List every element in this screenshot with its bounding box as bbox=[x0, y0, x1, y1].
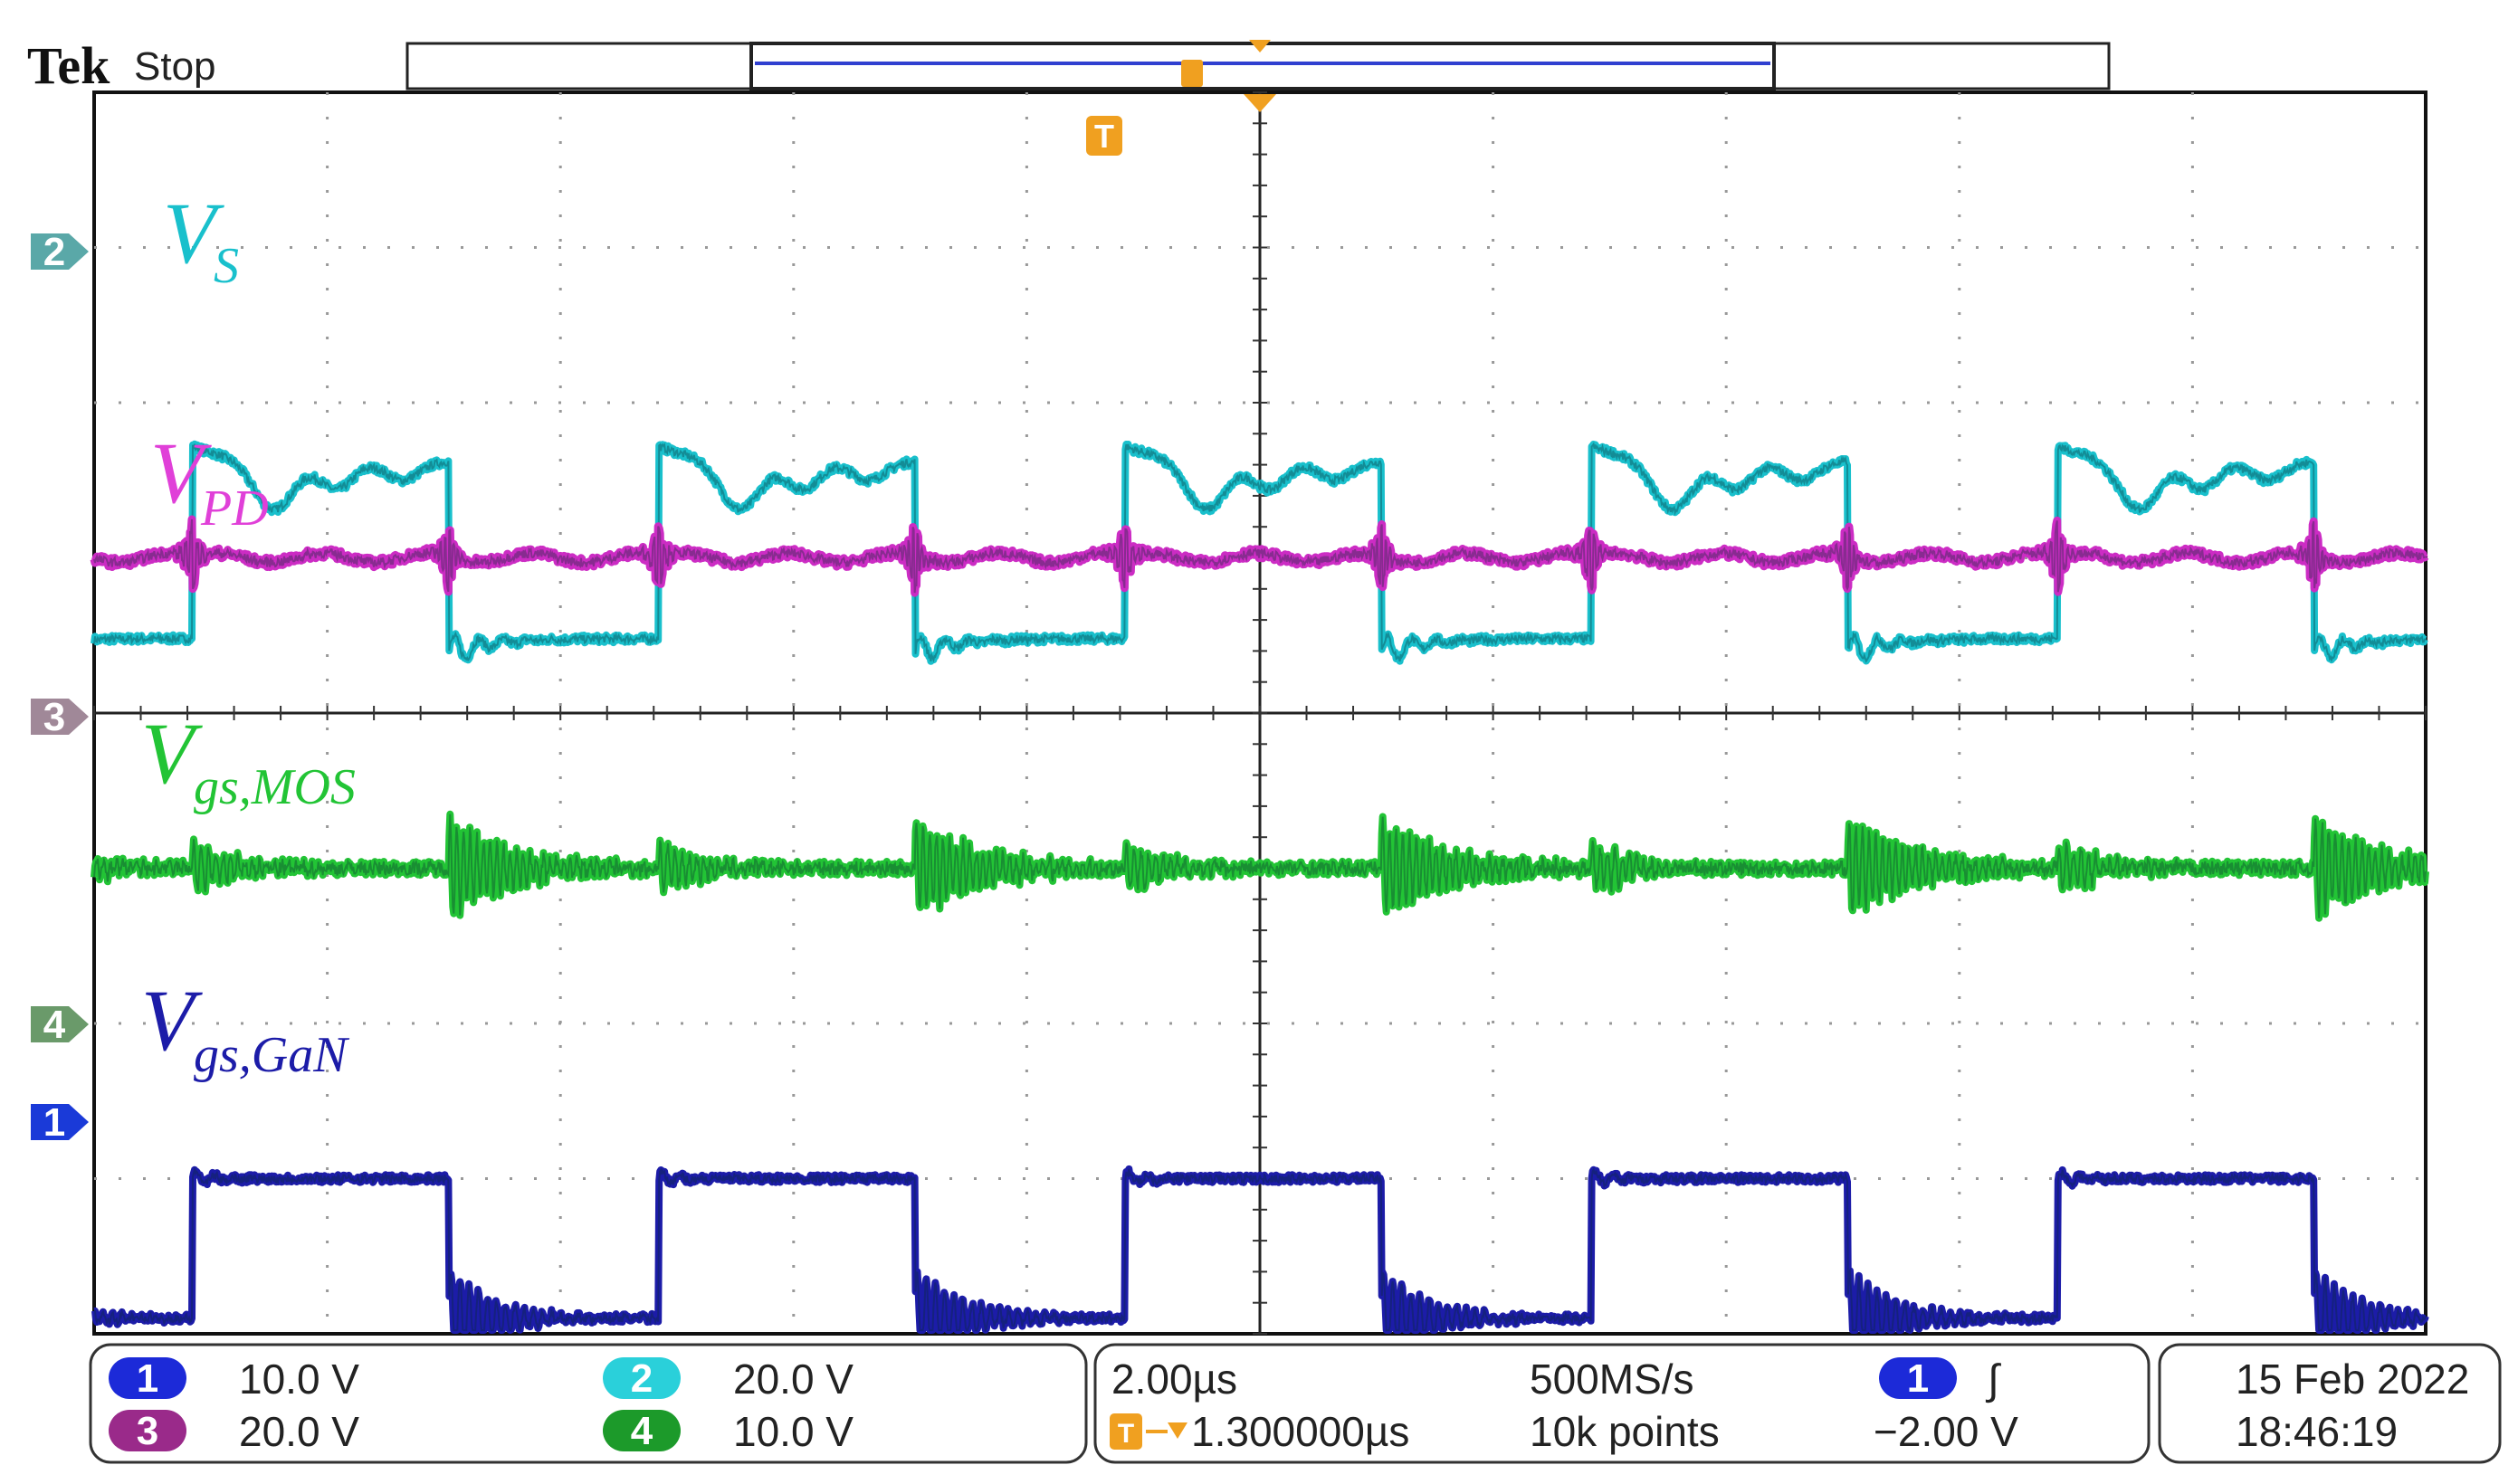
svg-text:4: 4 bbox=[43, 1003, 66, 1047]
date: 15 Feb 2022 bbox=[2236, 1356, 2469, 1403]
ch4-scale[interactable]: 4 10.0 V bbox=[603, 1408, 854, 1455]
waveform-vgs-gan bbox=[91, 1165, 2429, 1334]
waveform-vs bbox=[91, 440, 2428, 665]
ch1-ground-marker: 1 bbox=[31, 1100, 89, 1145]
waveform-vpd bbox=[90, 515, 2429, 597]
delay-trigger-icon bbox=[1110, 1413, 1142, 1450]
ch3-scale-value: 20.0 V bbox=[239, 1408, 359, 1455]
graticule bbox=[92, 90, 2427, 1336]
trigger-position-marker bbox=[1244, 94, 1276, 112]
delay-readout: T 1.300000µs bbox=[1110, 1408, 1409, 1455]
svg-text:4: 4 bbox=[631, 1409, 653, 1453]
ch2-scale[interactable]: 2 20.0 V bbox=[603, 1356, 854, 1403]
svg-text:3: 3 bbox=[43, 695, 65, 739]
waveform-vgs-mos bbox=[91, 810, 2429, 922]
vgsgan-label-sub: gs,GaN bbox=[194, 1027, 349, 1083]
trigger-source[interactable]: 1 bbox=[1879, 1356, 1957, 1401]
ch3-ground-marker: 3 bbox=[31, 695, 89, 739]
vgsgan-label-main: V bbox=[141, 972, 203, 1069]
trace-label-vgs-mos: V gs,MOS bbox=[141, 705, 356, 815]
vpd-label-sub: PD bbox=[200, 480, 269, 537]
horizontal-scale: 2.00µs bbox=[1111, 1356, 1237, 1403]
trace-label-vs: V S bbox=[163, 185, 239, 294]
trigger-slope-icon: ∫ bbox=[1985, 1356, 2001, 1403]
waveform-core-vgs-mos bbox=[93, 813, 2427, 918]
vs-label-sub: S bbox=[214, 238, 239, 294]
vgsmos-label-sub: gs,MOS bbox=[194, 759, 356, 815]
channel-markers: 2 3 4 1 bbox=[31, 230, 89, 1145]
waveforms bbox=[90, 440, 2429, 1334]
ch1-scale-value: 10.0 V bbox=[239, 1356, 359, 1403]
brand-logo: Tek bbox=[27, 36, 110, 95]
ch3-scale[interactable]: 3 20.0 V bbox=[109, 1408, 359, 1455]
svg-text:1: 1 bbox=[1907, 1356, 1929, 1401]
svg-text:2: 2 bbox=[631, 1356, 653, 1401]
delay-trigger-icon-label: T bbox=[1118, 1419, 1134, 1449]
waveform-core-vpd bbox=[93, 518, 2427, 594]
acquisition-status: Stop bbox=[134, 44, 216, 89]
trace-label-vgs-gan: V gs,GaN bbox=[141, 972, 349, 1083]
ch2-ground-marker: 2 bbox=[31, 230, 89, 274]
sample-rate: 500MS/s bbox=[1530, 1356, 1694, 1403]
ch2-scale-value: 20.0 V bbox=[733, 1356, 854, 1403]
svg-text:1: 1 bbox=[137, 1356, 158, 1401]
waveform-core-vgs-gan bbox=[93, 1166, 2427, 1334]
svg-text:2: 2 bbox=[43, 230, 65, 274]
trace-label-vpd: V PD bbox=[150, 424, 269, 537]
record-length: 10k points bbox=[1530, 1408, 1720, 1455]
ch4-scale-value: 10.0 V bbox=[733, 1408, 854, 1455]
timebase-trigger-panel: 2.00µs 500MS/s T 1.300000µs 10k points 1… bbox=[1093, 1343, 2151, 1464]
svg-text:1: 1 bbox=[43, 1100, 65, 1145]
time: 18:46:19 bbox=[2236, 1408, 2398, 1455]
svg-text:3: 3 bbox=[137, 1409, 158, 1453]
vs-label-main: V bbox=[163, 185, 224, 281]
waveform-core-vs bbox=[93, 442, 2427, 663]
delay-marker-icon bbox=[1168, 1422, 1187, 1439]
datetime-panel: 15 Feb 2022 18:46:19 bbox=[2158, 1343, 2502, 1464]
vgsmos-label-main: V bbox=[141, 705, 203, 802]
record-overview-bar bbox=[405, 40, 2111, 90]
ch1-scale[interactable]: 1 10.0 V bbox=[109, 1356, 359, 1403]
trigger-level: −2.00 V bbox=[1874, 1408, 2018, 1455]
channel-scale-panel: 1 10.0 V 2 20.0 V 3 20.0 V 4 10.0 V bbox=[89, 1343, 1088, 1464]
trigger-flag: T bbox=[1086, 116, 1122, 156]
vpd-label-main: V bbox=[150, 424, 212, 521]
trigger-flag-label: T bbox=[1094, 118, 1114, 155]
horizontal-delay: 1.300000µs bbox=[1191, 1408, 1409, 1455]
ch4-ground-marker: 4 bbox=[31, 1003, 89, 1047]
